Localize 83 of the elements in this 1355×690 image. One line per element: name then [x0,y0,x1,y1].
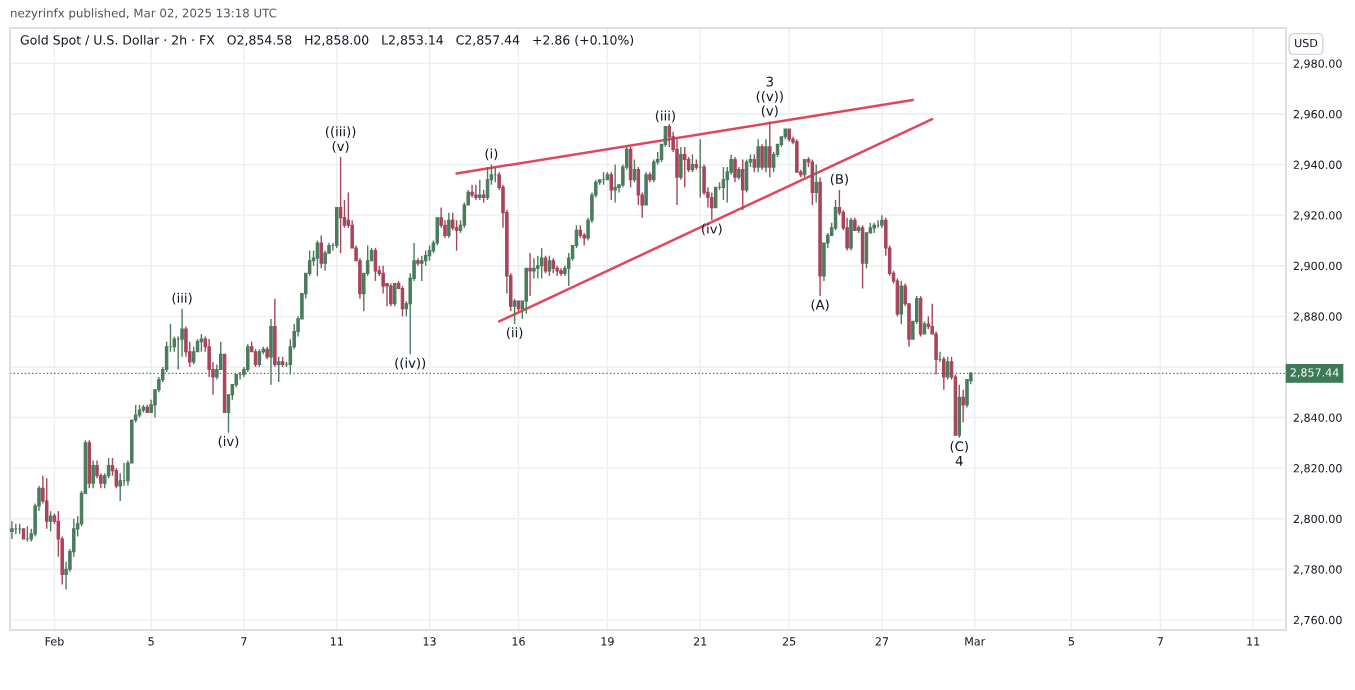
candlestick [945,356,950,381]
annotation: (i) [485,148,498,161]
annotation: (v) [332,140,349,153]
x-tick-label: 21 [693,637,707,646]
y-tick-label: 2,880.00 [1293,312,1342,322]
candlestick [721,166,726,201]
annotation: (iv) [702,223,722,236]
candlestick [389,282,393,307]
candlestick [48,510,53,533]
x-tick-label: 19 [601,637,614,646]
candlestick [91,459,95,490]
candlestick [613,163,617,204]
y-tick-label: 2,800.00 [1293,514,1342,525]
annotation: 3 [766,76,773,87]
x-tick-label: 11 [1247,637,1260,646]
candlestick [814,163,818,204]
annotation: ((v)) [756,90,783,103]
candlestick [381,265,385,295]
candlestick [315,239,320,277]
candlestick [682,146,687,189]
candlestick [392,282,397,307]
candlestick [10,520,14,540]
annotation: (C) [950,441,968,453]
y-tick-label: 2,820.00 [1293,464,1342,474]
annotation: 4 [955,456,963,466]
annotation: (iii) [655,110,675,123]
x-tick-label: 27 [875,637,889,646]
candlestick [764,138,768,173]
candlestick [246,343,250,373]
candlestick [447,211,451,239]
candlestick [323,249,327,272]
candlestick [760,143,764,171]
y-tick-label: 2,940.00 [1293,160,1342,171]
annotation: (v) [761,105,778,118]
candlestick [679,146,683,181]
annotation: (A) [811,299,829,312]
ref-line-label: 2,857.44 [1290,368,1339,378]
candlestick [528,252,532,297]
candlestick [713,186,718,209]
candlestick [539,247,544,280]
candlestick [710,191,714,221]
annotation: (iii) [172,292,192,305]
y-tick-label: 2,980.00 [1293,59,1342,69]
annotation: ((iii)) [325,126,356,139]
y-tick-label: 2,920.00 [1293,211,1342,221]
candlestick [44,477,49,530]
y-axis-title: USD [1295,38,1318,48]
candlestick [609,171,614,201]
x-tick-label: 7 [241,637,247,646]
candlestick [532,257,536,280]
candlestick [512,297,517,325]
x-tick-label: Feb [45,636,64,646]
annotation: (B) [830,173,848,186]
candlestick [342,199,347,229]
candlestick [420,254,424,282]
x-tick-label: 25 [782,637,796,646]
y-tick-label: 2,780.00 [1293,565,1342,575]
candlestick [756,138,760,173]
text: Gold Spot / U.S. Dollar · 2h · FX O2,854.58 H2,858.00 L2,853.14 C2,857.44 +2.86 (+0.10%) [20,34,634,48]
candlestick [454,219,459,252]
y-tick-label: 2,840.00 [1293,413,1342,424]
x-tick-label: 5 [1068,637,1074,646]
candlestick [733,156,737,183]
candlestick [478,179,482,201]
x-tick-label: 16 [512,637,525,646]
y-tick-label: 2,760.00 [1293,615,1342,626]
y-tick-label: 2,900.00 [1293,261,1342,272]
annotation: (iv) [218,436,239,448]
y-tick-label: 2,960.00 [1293,109,1342,120]
x-tick-label: 5 [148,637,154,646]
candlestick [961,389,965,424]
candlestick [474,184,478,201]
x-tick-label: 7 [1157,637,1163,646]
candlestick [319,234,324,269]
x-tick-label: Mar [965,637,986,646]
annotation: (ii) [506,327,523,340]
text: nezyrinfx published, Mar 02, 2025 13:18 UTC [11,8,277,20]
x-tick-label: 11 [330,637,343,646]
candlestick [667,123,672,148]
candlestick [768,120,772,178]
candlestick [942,356,946,391]
annotation: ((iv)) [395,357,426,370]
x-tick-label: 13 [423,637,436,646]
